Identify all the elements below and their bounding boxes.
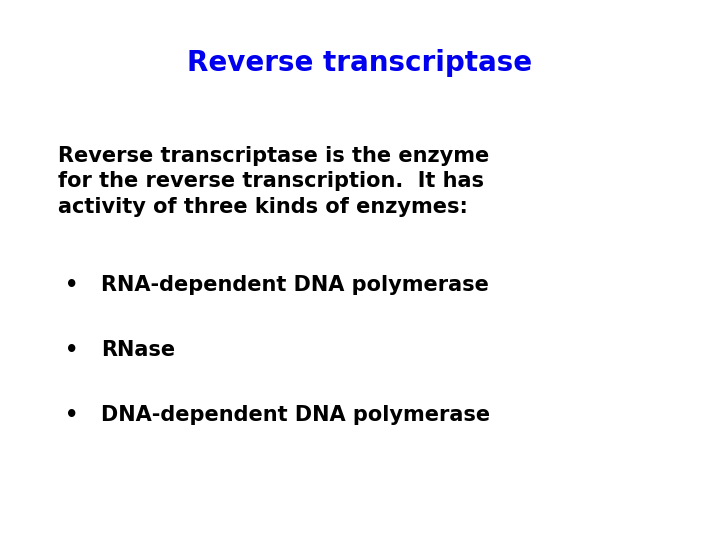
Text: RNA-dependent DNA polymerase: RNA-dependent DNA polymerase [101,275,489,295]
Text: •: • [66,405,78,425]
Text: •: • [66,340,78,360]
Text: DNA-dependent DNA polymerase: DNA-dependent DNA polymerase [101,405,490,425]
Text: Reverse transcriptase is the enzyme
for the reverse transcription.  It has
activ: Reverse transcriptase is the enzyme for … [58,146,489,217]
Text: Reverse transcriptase: Reverse transcriptase [187,49,533,77]
Text: RNase: RNase [101,340,175,360]
Text: •: • [66,275,78,295]
